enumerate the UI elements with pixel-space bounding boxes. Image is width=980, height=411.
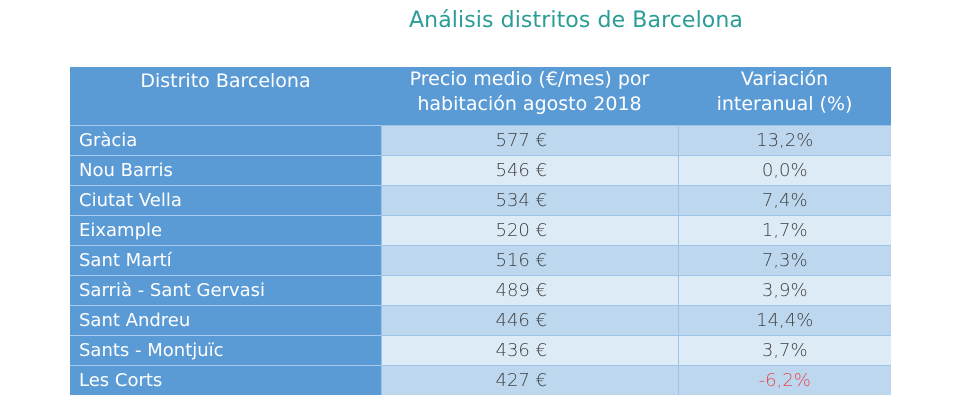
district-name: Gràcia: [70, 125, 381, 156]
table-row: Sant Andreu 446 € 14,4%: [70, 305, 891, 336]
variation-cell: 7,3%: [677, 245, 891, 276]
header-price: Precio medio (€/mes) por habitación agos…: [381, 67, 678, 126]
district-name: Ciutat Vella: [70, 185, 381, 216]
price-value: 520 €: [495, 220, 548, 241]
price-value: 516 €: [495, 250, 548, 271]
price-value: 489 €: [495, 280, 548, 301]
district-name: Eixample: [70, 215, 381, 246]
header-variation-line-2: interanual (%): [716, 93, 853, 115]
district-name: Nou Barris: [70, 155, 381, 186]
price-cell: 534 €: [380, 185, 678, 216]
variation-cell: 13,2%: [677, 125, 891, 156]
price-value: 427 €: [495, 370, 548, 391]
price-value: 534 €: [495, 190, 548, 211]
header-district: Distrito Barcelona: [70, 67, 381, 126]
price-value: 577 €: [495, 130, 548, 151]
price-cell: 489 €: [380, 275, 678, 306]
variation-cell: 3,7%: [677, 335, 891, 366]
price-cell: 546 €: [380, 155, 678, 186]
header-price-line-1: Precio medio (€/mes) por: [409, 68, 650, 90]
variation-cell-negative: -6,2%: [677, 365, 891, 395]
header-price-line-2: habitación agosto 2018: [417, 93, 642, 115]
district-name: Sants - Montjuïc: [70, 335, 381, 366]
price-cell: 427 €: [380, 365, 678, 395]
district-name: Les Corts: [70, 365, 381, 395]
header-row: Distrito Barcelona Precio medio (€/mes) …: [70, 67, 891, 126]
table-row: Eixample 520 € 1,7%: [70, 215, 891, 246]
price-cell: 446 €: [380, 305, 678, 336]
header-variation: Variación interanual (%): [678, 67, 891, 126]
table-row: Sarrià - Sant Gervasi 489 € 3,9%: [70, 275, 891, 306]
table-row: Les Corts 427 € -6,2%: [70, 365, 891, 395]
header-variation-line-1: Variación: [740, 68, 829, 90]
variation-cell: 1,7%: [677, 215, 891, 246]
variation-cell: 3,9%: [677, 275, 891, 306]
district-name: Sarrià - Sant Gervasi: [70, 275, 381, 306]
table-row: Gràcia 577 € 13,2%: [70, 125, 891, 156]
price-cell: 577 €: [380, 125, 678, 156]
table-row: Ciutat Vella 534 € 7,4%: [70, 185, 891, 216]
table-row: Sant Martí 516 € 7,3%: [70, 245, 891, 276]
variation-cell: 7,4%: [677, 185, 891, 216]
district-name: Sant Martí: [70, 245, 381, 276]
header-district-label: Distrito Barcelona: [140, 70, 311, 92]
table-row: Sants - Montjuïc 436 € 3,7%: [70, 335, 891, 366]
district-name: Sant Andreu: [70, 305, 381, 336]
price-value: 546 €: [495, 160, 548, 181]
price-cell: 436 €: [380, 335, 678, 366]
table-row: Nou Barris 546 € 0,0%: [70, 155, 891, 186]
districts-table: Distrito Barcelona Precio medio (€/mes) …: [70, 67, 891, 395]
variation-cell: 0,0%: [677, 155, 891, 186]
price-value: 446 €: [495, 310, 548, 331]
variation-cell: 14,4%: [677, 305, 891, 336]
price-value: 436 €: [495, 340, 548, 361]
page-title: Análisis distritos de Barcelona: [409, 8, 743, 33]
price-cell: 516 €: [380, 245, 678, 276]
price-cell: 520 €: [380, 215, 678, 246]
